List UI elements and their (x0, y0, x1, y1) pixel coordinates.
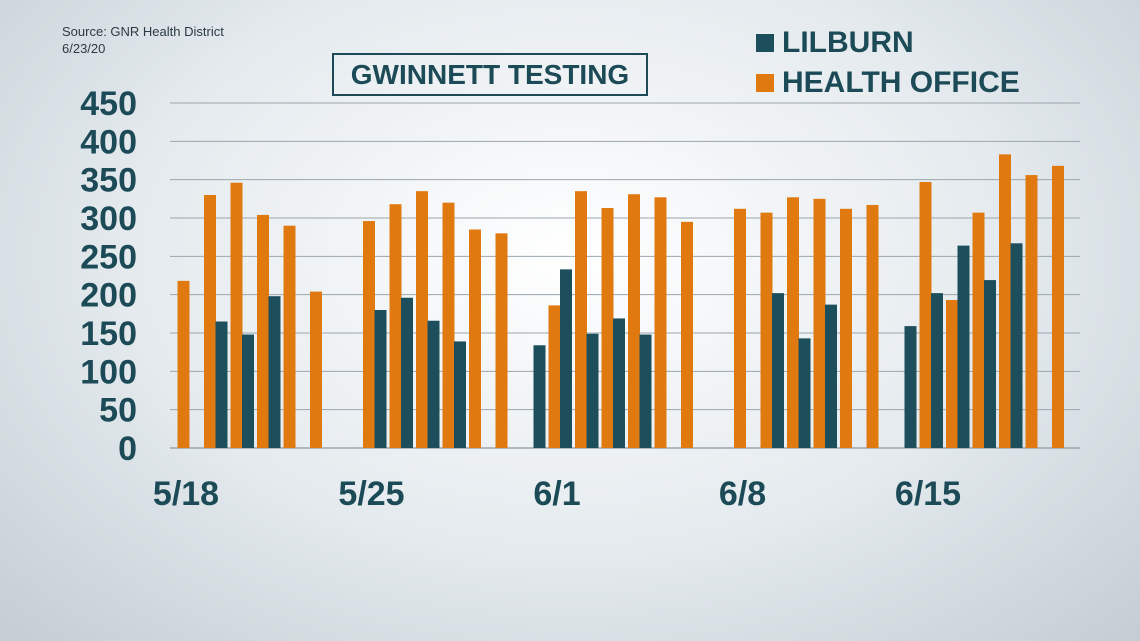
y-tick-label: 450 (80, 85, 137, 123)
bar-health-office (734, 208, 746, 448)
bar-health-office (310, 291, 322, 448)
bar-lilburn (533, 345, 546, 448)
bar-health-office (363, 221, 375, 448)
y-tick-label: 150 (80, 315, 137, 353)
bar-health-office (919, 181, 932, 448)
legend-label-health-office: HEALTH OFFICE (782, 66, 1020, 99)
bar-lilburn (639, 334, 652, 448)
bar-health-office (999, 154, 1011, 448)
x-tick-label: 5/25 (338, 475, 404, 513)
y-tick-label: 0 (118, 430, 137, 468)
bar-lilburn (268, 296, 281, 448)
x-axis-ticks: 5/18 5/25 6/1 6/8 6/15 (153, 475, 961, 513)
y-tick-label: 350 (80, 162, 137, 200)
bars (177, 154, 1064, 449)
bar-health-office (654, 197, 667, 448)
bar-lilburn (772, 293, 784, 448)
bar-health-office (283, 225, 296, 448)
bar-health-office (866, 204, 879, 448)
y-tick-label: 50 (99, 392, 137, 430)
bar-lilburn (984, 280, 996, 448)
bar-health-office (416, 191, 428, 448)
x-tick-label: 5/18 (153, 475, 219, 513)
source-date: 6/23/20 (62, 41, 106, 56)
source-text: Source: GNR Health District (62, 24, 224, 39)
bar-health-office (389, 204, 402, 448)
bar-health-office (442, 202, 455, 448)
bar-health-office (628, 194, 640, 448)
bar-health-office (257, 214, 269, 448)
x-tick-label: 6/15 (895, 475, 961, 513)
bar-health-office (972, 212, 985, 448)
bar-health-office (204, 195, 216, 448)
bar-health-office (1052, 165, 1064, 448)
bar-health-office (601, 208, 614, 448)
bar-lilburn (374, 310, 387, 448)
chart-title: GWINNETT TESTING (332, 53, 648, 96)
bar-lilburn (825, 304, 837, 448)
bar-lilburn (613, 318, 625, 448)
bar-health-office (548, 305, 561, 448)
bar-health-office (787, 197, 799, 448)
bar-lilburn (560, 269, 572, 448)
bar-health-office (469, 229, 481, 448)
bar-health-office (495, 233, 508, 448)
bar-health-office (1025, 175, 1038, 449)
bar-lilburn (904, 326, 917, 448)
bar-lilburn (242, 334, 254, 448)
y-tick-label: 300 (80, 200, 137, 238)
bar-health-office (760, 212, 773, 448)
bar-lilburn (427, 320, 440, 448)
bar-health-office (813, 198, 826, 448)
bar-lilburn (957, 245, 970, 448)
y-tick-label: 100 (80, 353, 137, 391)
y-tick-label: 250 (80, 238, 137, 276)
bar-health-office (575, 191, 587, 448)
bar-lilburn (586, 333, 599, 448)
x-tick-label: 6/8 (719, 475, 766, 513)
bar-health-office (840, 208, 852, 448)
bar-health-office (681, 221, 693, 448)
x-tick-label: 6/1 (533, 475, 580, 513)
bar-lilburn (798, 338, 811, 448)
bar-health-office (177, 280, 190, 448)
bar-health-office (230, 182, 243, 448)
bar-lilburn (401, 297, 413, 448)
bar-lilburn (1010, 243, 1023, 448)
y-tick-label: 200 (80, 277, 137, 315)
legend-swatch-lilburn (756, 34, 774, 52)
legend-swatch-health-office (756, 74, 774, 92)
y-tick-label: 400 (80, 123, 137, 161)
legend-item-health-office: HEALTH OFFICE (756, 66, 1020, 100)
bar-lilburn (931, 293, 943, 448)
bar-health-office (946, 300, 958, 448)
bar-lilburn (215, 321, 228, 448)
legend-item-lilburn: LILBURN (756, 26, 914, 60)
bar-lilburn (454, 341, 466, 448)
legend-label-lilburn: LILBURN (782, 26, 914, 59)
